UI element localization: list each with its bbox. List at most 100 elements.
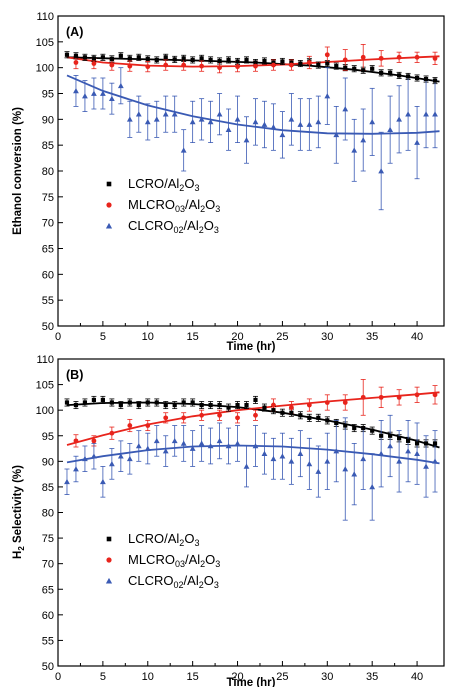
data-point	[370, 66, 375, 71]
fit-line	[66, 444, 440, 465]
data-point	[216, 437, 223, 444]
data-point	[181, 415, 187, 421]
y-tick-label: 75	[42, 533, 54, 545]
data-point	[181, 62, 187, 68]
data-point	[334, 420, 339, 426]
x-tick-label: 20	[231, 331, 243, 343]
data-point	[226, 57, 231, 63]
x-tick-label: 5	[100, 671, 106, 683]
data-point	[243, 137, 250, 143]
data-point	[361, 68, 366, 73]
data-point	[108, 95, 115, 101]
data-point	[261, 121, 268, 127]
fit-line	[66, 391, 440, 446]
data-point	[342, 106, 349, 112]
data-point	[127, 423, 133, 428]
data-point	[82, 55, 88, 60]
data-point	[163, 402, 168, 408]
data-point	[370, 428, 375, 433]
legend: LCRO/Al2O3 MLCRO03/Al2O3 CLCRO02/Al2O3	[105, 531, 220, 590]
x-tick-label: 35	[366, 671, 378, 683]
data-point	[432, 392, 438, 398]
data-point	[144, 119, 151, 125]
data-point	[91, 61, 97, 66]
data-point	[397, 436, 402, 441]
data-points	[64, 52, 438, 174]
data-point	[91, 90, 97, 96]
data-point	[360, 455, 367, 462]
data-point	[162, 448, 169, 454]
data-point	[199, 412, 205, 418]
data-point	[252, 119, 259, 125]
data-point	[162, 111, 169, 117]
x-tick-label: 10	[142, 671, 154, 683]
data-point	[379, 70, 384, 75]
data-point	[145, 64, 151, 70]
x-tick-label: 30	[321, 671, 333, 683]
data-point	[181, 56, 186, 61]
data-point	[243, 463, 250, 469]
y-tick-label: 110	[36, 11, 54, 23]
data-point	[216, 111, 223, 117]
data-points	[64, 392, 438, 490]
data-point	[172, 402, 177, 408]
data-point	[235, 64, 240, 70]
y-tick-label: 105	[36, 380, 54, 392]
y-axis-title: Ethanol conversion (%)	[12, 107, 24, 235]
y-tick-label: 90	[42, 114, 54, 126]
data-point	[163, 415, 169, 421]
data-point	[288, 62, 294, 68]
data-point	[82, 455, 88, 462]
data-point	[199, 63, 205, 69]
data-point	[181, 400, 186, 405]
x-tick-label: 15	[187, 671, 199, 683]
y-tick-label: 80	[42, 508, 54, 520]
data-point	[126, 455, 133, 462]
data-point	[189, 445, 196, 451]
data-point	[217, 58, 222, 64]
data-point	[369, 119, 376, 125]
y-tick-label: 50	[42, 661, 54, 673]
data-point	[297, 121, 304, 127]
data-point	[423, 441, 429, 446]
data-point	[235, 59, 240, 64]
y-tick-label: 90	[42, 456, 54, 468]
data-point	[315, 119, 322, 125]
data-point	[342, 400, 348, 405]
y-axis-title-text: H2 Selectivity (%)	[12, 465, 26, 559]
y-tick-label: 95	[42, 89, 54, 101]
data-point	[64, 400, 70, 405]
data-point	[306, 60, 312, 65]
data-point	[117, 82, 124, 89]
fit-line	[66, 401, 440, 449]
data-point	[144, 445, 151, 451]
data-point	[117, 453, 124, 459]
data-point	[136, 402, 141, 408]
data-point	[145, 423, 151, 428]
data-point	[342, 57, 348, 63]
x-tick-label: 40	[411, 331, 423, 343]
y-tick-label: 110	[36, 354, 54, 366]
data-point	[109, 430, 115, 436]
x-tick-label: 20	[231, 671, 243, 683]
data-point	[316, 62, 321, 68]
data-point	[253, 60, 258, 65]
data-point	[262, 58, 267, 64]
data-point	[432, 441, 438, 446]
data-point	[190, 400, 195, 405]
data-point	[289, 60, 294, 65]
legend-marker	[105, 577, 113, 584]
data-point	[423, 463, 429, 469]
data-point	[316, 415, 321, 420]
data-point	[207, 443, 214, 449]
data-point	[171, 437, 178, 444]
data-point	[334, 64, 339, 69]
data-point	[145, 56, 150, 61]
data-point	[82, 400, 88, 405]
data-point	[361, 425, 366, 431]
x-axis-title: Time (hr)	[227, 341, 276, 353]
data-point	[324, 93, 331, 99]
data-point	[153, 116, 160, 122]
data-point	[198, 116, 205, 122]
